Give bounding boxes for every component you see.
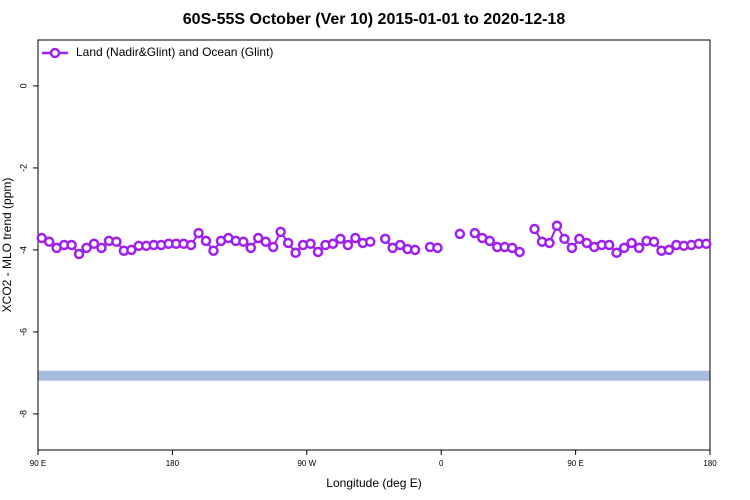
point	[611, 247, 622, 259]
point	[514, 246, 525, 258]
point	[626, 237, 637, 249]
point	[290, 247, 301, 259]
y-tick-label: 0	[18, 83, 28, 88]
point	[454, 228, 466, 240]
point	[551, 220, 563, 231]
point	[238, 236, 249, 247]
point	[484, 235, 495, 247]
point	[544, 237, 555, 249]
point	[506, 242, 518, 254]
point	[305, 238, 316, 250]
point	[208, 245, 219, 256]
y-tick-label: -6	[18, 328, 28, 336]
point	[432, 242, 443, 254]
point	[126, 244, 137, 256]
point	[275, 226, 286, 238]
point	[618, 242, 630, 254]
point	[185, 239, 197, 251]
point	[335, 233, 346, 245]
point	[409, 244, 421, 256]
point	[342, 239, 354, 251]
x-tick-label: 0	[439, 459, 444, 468]
x-tick-label: 90 E	[567, 459, 583, 468]
point	[111, 236, 122, 247]
point	[529, 223, 540, 235]
point	[66, 239, 77, 251]
x-tick-label: 180	[703, 459, 717, 468]
point	[200, 235, 212, 247]
point	[260, 236, 271, 247]
point	[88, 238, 100, 250]
point	[365, 236, 376, 247]
point	[81, 242, 92, 254]
x-tick-label: 90 W	[297, 459, 316, 468]
x-axis-label: Longitude (deg E)	[326, 476, 421, 490]
point	[96, 242, 107, 254]
point	[312, 246, 324, 258]
point	[633, 242, 645, 254]
point	[648, 236, 660, 247]
point	[663, 244, 675, 256]
point	[379, 233, 391, 245]
y-tick-label: -2	[18, 164, 28, 172]
x-tick-label: 180	[166, 459, 180, 468]
point	[193, 227, 204, 239]
point	[603, 239, 615, 251]
point	[469, 227, 481, 239]
point	[245, 242, 257, 254]
y-tick-label: -8	[18, 410, 28, 418]
point	[701, 238, 712, 250]
point	[574, 233, 585, 245]
legend-label: Land (Nadir&Glint) and Ocean (Glint)	[76, 45, 273, 59]
point	[559, 233, 570, 245]
point	[267, 241, 279, 253]
point	[282, 237, 294, 249]
point	[581, 237, 593, 249]
chart-title: 60S-55S October (Ver 10) 2015-01-01 to 2…	[183, 11, 566, 28]
point	[394, 239, 406, 251]
legend-marker	[49, 47, 61, 59]
point	[350, 232, 361, 244]
x-tick-label: 90 E	[30, 459, 46, 468]
y-tick-label: -4	[18, 246, 28, 254]
point	[43, 236, 55, 247]
point	[327, 238, 339, 250]
y-axis-label: XCO2 - MLO trend (ppm)	[0, 178, 14, 313]
point	[566, 242, 578, 254]
point	[73, 248, 85, 260]
